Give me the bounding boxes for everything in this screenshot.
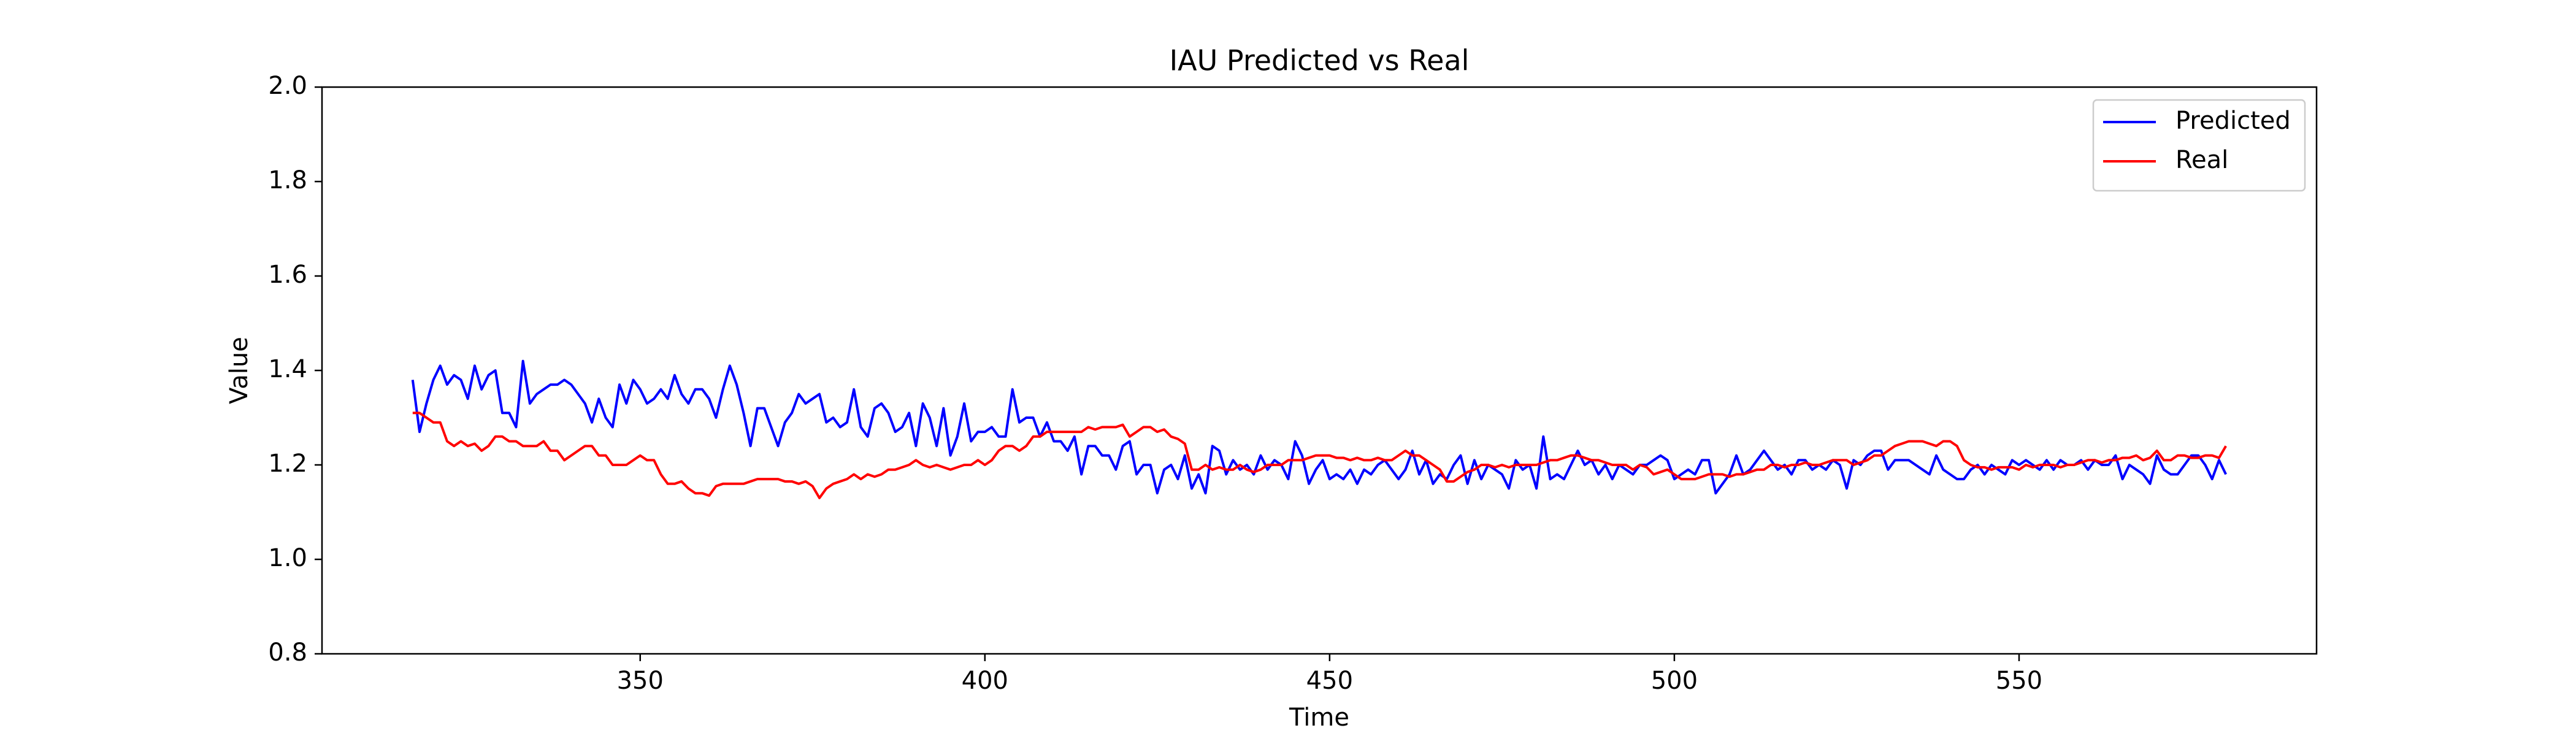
y-tick-label: 0.8 [268,638,307,667]
x-tick-label: 450 [1306,667,1353,695]
data-line [412,412,2227,499]
y-tick-label: 1.4 [268,355,307,383]
y-tick-label: 1.0 [268,544,307,572]
data-line [411,359,2227,495]
x-tick-label: 400 [962,667,1008,695]
plot-frame [321,86,2318,655]
legend-label: Predicted [2175,107,2291,135]
x-tick-label: 550 [1996,667,2042,695]
y-tick-label: 1.6 [268,261,307,289]
y-tick-label: 1.8 [268,166,307,194]
y-axis-label: Value [225,337,253,404]
chart-title: IAU Predicted vs Real [1170,44,1470,77]
x-axis-label: Time [1289,703,1349,732]
legend-label: Real [2175,146,2228,174]
x-tick-label: 350 [617,667,664,695]
y-tick-label: 2.0 [268,72,307,100]
x-tick-label: 500 [1651,667,1698,695]
y-tick-label: 1.2 [268,450,307,478]
